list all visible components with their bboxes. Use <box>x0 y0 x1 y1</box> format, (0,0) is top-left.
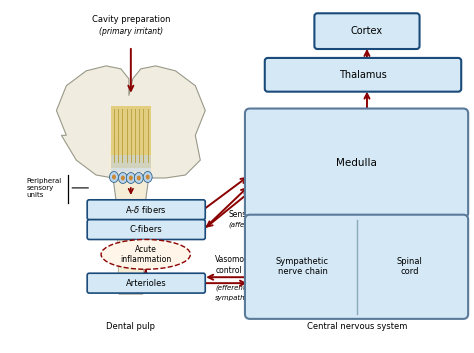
Ellipse shape <box>143 172 152 183</box>
Polygon shape <box>111 106 151 168</box>
Ellipse shape <box>112 174 116 179</box>
FancyBboxPatch shape <box>314 13 419 49</box>
Text: (afferent): (afferent) <box>228 221 262 228</box>
Ellipse shape <box>127 173 135 184</box>
Polygon shape <box>56 66 205 294</box>
Text: Vasomotor: Vasomotor <box>215 255 256 264</box>
Text: Dental pulp: Dental pulp <box>106 322 155 331</box>
Ellipse shape <box>137 175 141 180</box>
Text: (efferent: (efferent <box>215 285 246 292</box>
Text: Arterioles: Arterioles <box>126 279 166 288</box>
Text: C-fibers: C-fibers <box>130 225 163 234</box>
FancyBboxPatch shape <box>245 215 468 319</box>
Ellipse shape <box>121 175 125 180</box>
Text: (primary irritant): (primary irritant) <box>99 27 163 36</box>
Polygon shape <box>109 135 153 282</box>
Ellipse shape <box>134 173 143 184</box>
FancyBboxPatch shape <box>87 273 205 293</box>
Ellipse shape <box>101 239 191 269</box>
Text: Acute: Acute <box>135 245 157 254</box>
Text: inflammation: inflammation <box>120 255 171 264</box>
FancyBboxPatch shape <box>87 200 205 220</box>
Polygon shape <box>111 155 151 172</box>
Text: Medulla: Medulla <box>336 158 377 168</box>
FancyBboxPatch shape <box>87 220 205 239</box>
Text: Central nervous system: Central nervous system <box>307 322 407 331</box>
Text: Thalamus: Thalamus <box>339 70 387 80</box>
Text: Sensory: Sensory <box>228 210 259 219</box>
Text: control: control <box>215 266 242 275</box>
FancyBboxPatch shape <box>245 108 468 218</box>
Ellipse shape <box>118 173 128 184</box>
Text: Peripheral
sensory
units: Peripheral sensory units <box>27 178 62 198</box>
Text: Cortex: Cortex <box>351 26 383 36</box>
Ellipse shape <box>146 174 150 179</box>
Text: Spinal
cord: Spinal cord <box>397 257 422 276</box>
Text: Sympathetic
nerve chain: Sympathetic nerve chain <box>276 257 329 276</box>
Text: sympathetic): sympathetic) <box>215 295 262 301</box>
Ellipse shape <box>129 175 133 180</box>
Ellipse shape <box>109 172 118 183</box>
FancyBboxPatch shape <box>265 58 461 92</box>
Text: A-$\delta$ fibers: A-$\delta$ fibers <box>126 204 167 215</box>
Text: Cavity preparation: Cavity preparation <box>91 15 170 24</box>
